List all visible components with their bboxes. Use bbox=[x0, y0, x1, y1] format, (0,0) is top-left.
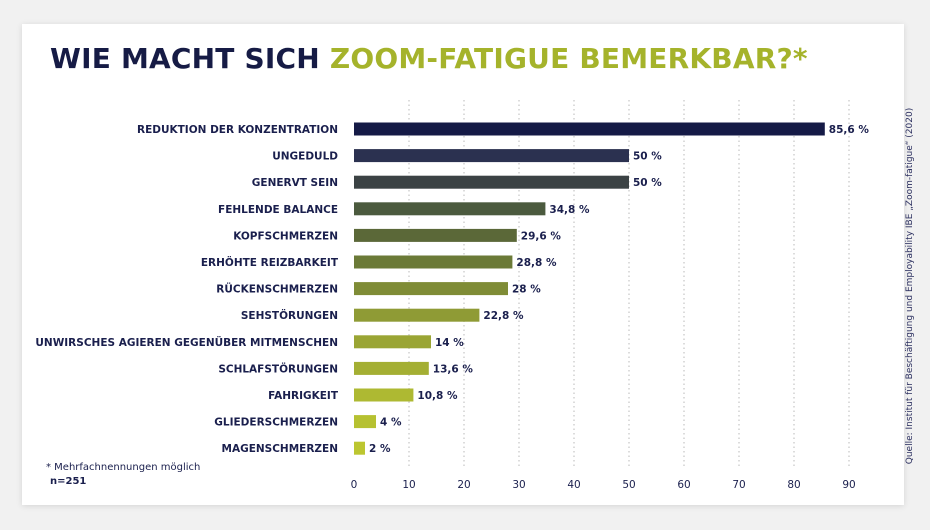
category-label: GLIEDERSCHMERZEN bbox=[214, 417, 338, 429]
category-label: SCHLAFSTÖRUNGEN bbox=[218, 361, 338, 375]
x-tick-label: 10 bbox=[402, 479, 415, 491]
data-label: 22,8 % bbox=[483, 310, 524, 322]
category-label: UNGEDULD bbox=[272, 151, 338, 163]
data-label: 14 % bbox=[435, 337, 464, 349]
category-label: FEHLENDE BALANCE bbox=[218, 204, 338, 216]
bar bbox=[354, 255, 513, 269]
bar bbox=[354, 415, 376, 429]
bar bbox=[354, 361, 429, 375]
data-label: 28 % bbox=[512, 284, 541, 296]
x-tick-label: 80 bbox=[787, 479, 800, 491]
data-label: 50 % bbox=[633, 151, 662, 163]
title-part-accent: ZOOM-FATIGUE BEMERKBAR?* bbox=[329, 42, 808, 75]
category-label: FAHRIGKEIT bbox=[268, 390, 339, 402]
data-label: 29,6 % bbox=[521, 230, 562, 242]
category-label: KOPFSCHMERZEN bbox=[233, 230, 338, 242]
bar bbox=[354, 149, 629, 163]
bar bbox=[354, 441, 365, 455]
category-label: MAGENSCHMERZEN bbox=[222, 443, 339, 455]
data-label: 2 % bbox=[369, 443, 391, 455]
bar bbox=[354, 175, 629, 189]
x-tick-label: 60 bbox=[677, 479, 690, 491]
category-label: RÜCKENSCHMERZEN bbox=[216, 282, 338, 296]
bar bbox=[354, 122, 825, 136]
data-label: 28,8 % bbox=[516, 257, 557, 269]
data-label: 34,8 % bbox=[549, 204, 590, 216]
x-tick-label: 70 bbox=[732, 479, 745, 491]
bar bbox=[354, 282, 508, 296]
chart-title: WIE MACHT SICH ZOOM-FATIGUE BEMERKBAR?* bbox=[50, 42, 808, 75]
data-label: 10,8 % bbox=[417, 390, 458, 402]
data-label: 50 % bbox=[633, 177, 662, 189]
category-label: UNWIRSCHES AGIEREN GEGENÜBER MITMENSCHEN bbox=[35, 335, 338, 349]
title-part-dark: WIE MACHT SICH bbox=[50, 42, 330, 75]
data-label: 13,6 % bbox=[433, 363, 474, 375]
bar bbox=[354, 228, 517, 242]
x-tick-label: 0 bbox=[351, 479, 358, 491]
x-tick-label: 20 bbox=[457, 479, 470, 491]
category-label: ERHÖHTE REIZBARKEIT bbox=[201, 255, 339, 269]
category-label: REDUKTION DER KONZENTRATION bbox=[137, 124, 338, 136]
bar bbox=[354, 335, 431, 349]
category-label: SEHSTÖRUNGEN bbox=[241, 308, 338, 322]
bar bbox=[354, 202, 546, 216]
data-label: 4 % bbox=[380, 417, 402, 429]
x-tick-label: 90 bbox=[842, 479, 855, 491]
bar bbox=[354, 388, 414, 402]
x-tick-label: 50 bbox=[622, 479, 635, 491]
sample-size: n=251 bbox=[50, 476, 87, 487]
x-tick-label: 40 bbox=[567, 479, 580, 491]
data-label: 85,6 % bbox=[829, 124, 870, 136]
x-tick-label: 30 bbox=[512, 479, 525, 491]
category-label: GENERVT SEIN bbox=[252, 177, 338, 189]
bar bbox=[354, 308, 480, 322]
footnote: * Mehrfachnennungen möglich bbox=[46, 462, 201, 473]
